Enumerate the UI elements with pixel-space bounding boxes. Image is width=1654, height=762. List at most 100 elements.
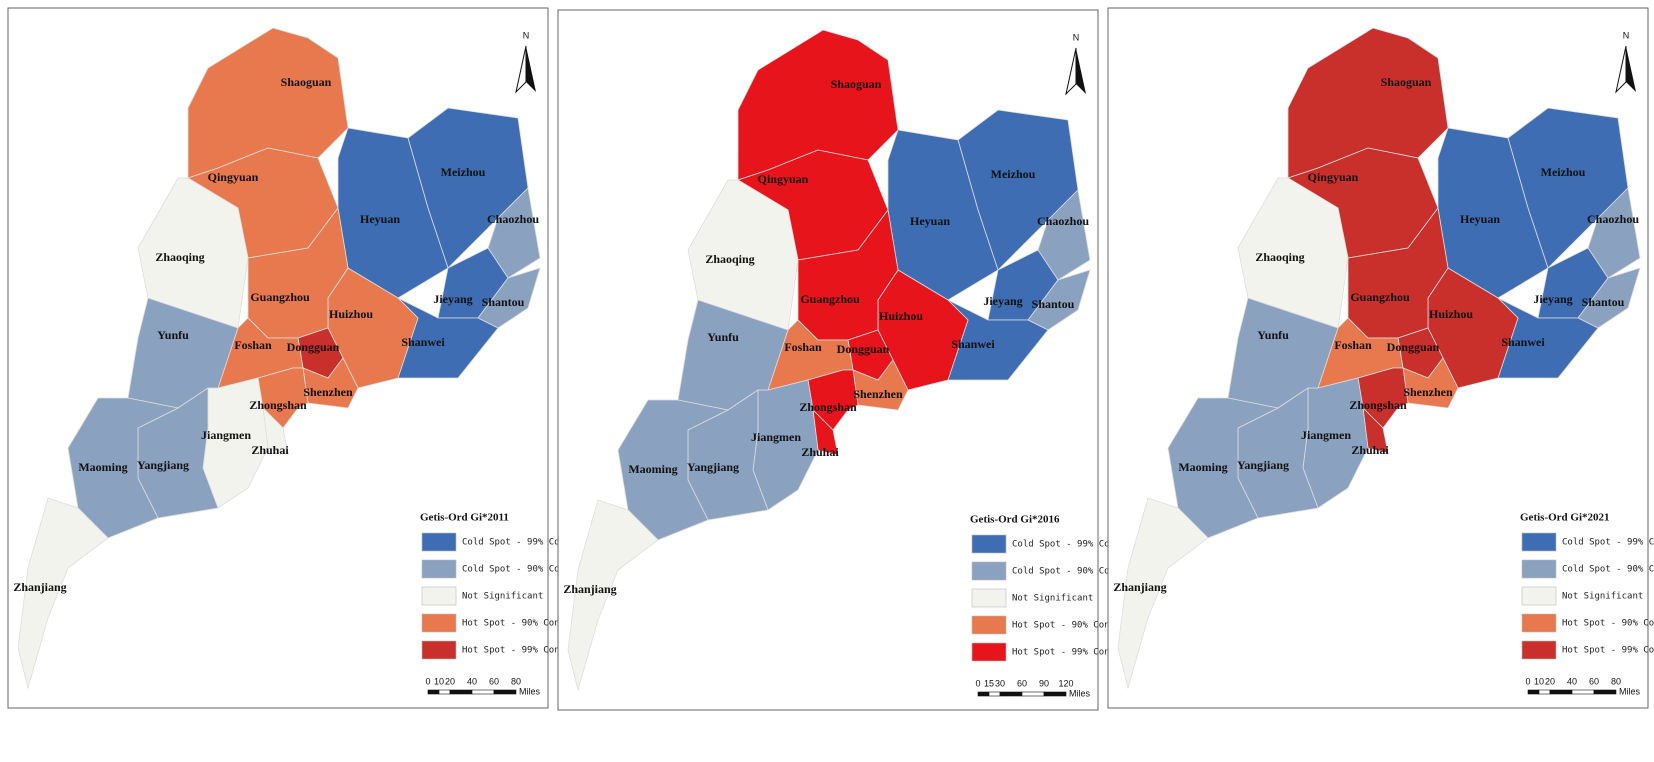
city-label: Dongguan — [1387, 340, 1440, 354]
city-label: Shenzhen — [1403, 385, 1453, 399]
region — [1587, 187, 1641, 279]
region — [567, 499, 659, 692]
scale-segment — [1593, 689, 1617, 695]
scale-segment — [449, 689, 473, 695]
scale-tick-label: 0 — [1525, 676, 1530, 686]
city-label: Heyuan — [1460, 212, 1500, 226]
scale-tick-label: 20 — [445, 676, 455, 686]
legend-swatch — [971, 561, 1007, 581]
legend-label: Cold Spot - 99% Confidence — [1012, 540, 1153, 550]
legend-label: Not Significant — [1562, 592, 1643, 602]
legend-label: Cold Spot - 90% Confidence — [1562, 565, 1654, 575]
city-label: Foshan — [1334, 338, 1372, 352]
scale-tick-label: 10 — [1534, 676, 1544, 686]
city-label: Maoming — [628, 462, 677, 476]
city-label: Shaoguan — [831, 77, 882, 91]
city-label: Shanwei — [951, 337, 995, 351]
north-label: N — [1623, 30, 1630, 40]
region — [1037, 189, 1091, 281]
city-label: Zhongshan — [1349, 398, 1407, 412]
city-label: Foshan — [234, 338, 272, 352]
scale-segment — [1043, 691, 1067, 697]
scale-segment — [977, 691, 990, 697]
scale-segment — [1527, 689, 1540, 695]
legend-swatch — [1521, 559, 1557, 579]
city-label: Foshan — [784, 340, 822, 354]
scale-unit: Miles — [1619, 686, 1641, 696]
legend-label: Hot Spot - 99% Confidence — [462, 646, 597, 656]
scale-tick-label: 60 — [1589, 676, 1599, 686]
north-label: N — [1073, 32, 1080, 42]
city-label: Maoming — [78, 460, 127, 474]
legend-label: Not Significant — [462, 592, 543, 602]
city-label: Maoming — [1178, 460, 1227, 474]
north-arrow — [1076, 48, 1086, 94]
city-label: Zhanjiang — [13, 580, 66, 594]
city-label: Yunfu — [707, 330, 739, 344]
city-label: Shenzhen — [853, 387, 903, 401]
city-label: Heyuan — [360, 212, 400, 226]
city-label: Zhaoqing — [155, 250, 204, 264]
city-label: Zhuhai — [1351, 443, 1389, 457]
city-label: Meizhou — [1541, 165, 1586, 179]
city-label: Yangjiang — [687, 460, 739, 474]
legend-swatch — [421, 613, 457, 633]
city-label: Shanwei — [401, 335, 445, 349]
scale-unit: Miles — [519, 686, 541, 696]
north-arrow — [1065, 47, 1077, 96]
scale-tick-label: 20 — [1545, 676, 1555, 686]
scale-tick-label: 30 — [995, 678, 1005, 688]
city-label: Jiangmen — [751, 430, 801, 444]
north-arrow — [1626, 46, 1636, 92]
city-label: Zhuhai — [801, 445, 839, 459]
city-label: Qingyuan — [208, 170, 259, 184]
city-label: Qingyuan — [758, 172, 809, 186]
city-label: Heyuan — [910, 214, 950, 228]
north-arrow — [1615, 45, 1627, 94]
legend-swatch — [971, 588, 1007, 608]
scale-segment — [1538, 689, 1551, 695]
scale-segment — [438, 689, 451, 695]
legend-swatch — [1521, 640, 1557, 660]
map-panel: Shaoguan Qingyuan Zhaoqing Meizhou Heyuan Cha… — [557, 9, 1153, 711]
legend-label: Not Significant — [1012, 594, 1093, 604]
scale-tick-label: 120 — [1058, 678, 1073, 688]
city-label: Zhanjiang — [1113, 580, 1166, 594]
scale-tick-label: 60 — [1017, 678, 1027, 688]
city-label: Jieyang — [1533, 292, 1572, 306]
city-label: Jiangmen — [1301, 428, 1351, 442]
legend-label: Hot Spot - 90% Confidence — [1562, 619, 1654, 629]
legend-label: Cold Spot - 99% Confidence — [1562, 538, 1654, 548]
scale-segment — [471, 689, 495, 695]
legend-title: Getis-Ord Gi*2016 — [970, 514, 1060, 526]
region — [1117, 497, 1209, 690]
legend-title: Getis-Ord Gi*2011 — [420, 512, 509, 524]
scale-segment — [988, 691, 1001, 697]
scale-tick-label: 0 — [975, 678, 980, 688]
legend-label: Cold Spot - 99% Confidenc — [462, 538, 597, 548]
city-label: Zhaoqing — [1255, 250, 1304, 264]
scale-tick-label: 90 — [1039, 678, 1049, 688]
city-label: Shantou — [1582, 295, 1625, 309]
legend-label: Hot Spot - 99% Confidence — [1012, 648, 1147, 658]
city-label: Huizhou — [329, 307, 373, 321]
scale-segment — [493, 689, 517, 695]
legend-swatch — [1521, 613, 1557, 633]
scale-tick-label: 80 — [1611, 676, 1621, 686]
city-label: Jiangmen — [201, 428, 251, 442]
city-label: Shenzhen — [303, 385, 353, 399]
city-label: Shanwei — [1501, 335, 1545, 349]
city-label: Guangzhou — [1350, 290, 1410, 304]
city-label: Yangjiang — [137, 458, 189, 472]
city-label: Chaozhou — [487, 212, 539, 226]
scale-segment — [1021, 691, 1045, 697]
city-label: Huizhou — [879, 309, 923, 323]
city-label: Meizhou — [991, 167, 1036, 181]
city-label: Yangjiang — [1237, 458, 1289, 472]
city-label: Qingyuan — [1308, 170, 1359, 184]
north-label: N — [523, 30, 530, 40]
legend-swatch — [1521, 586, 1557, 606]
legend-swatch — [1521, 532, 1557, 552]
legend-label: Hot Spot - 90% Confidence — [462, 619, 597, 629]
